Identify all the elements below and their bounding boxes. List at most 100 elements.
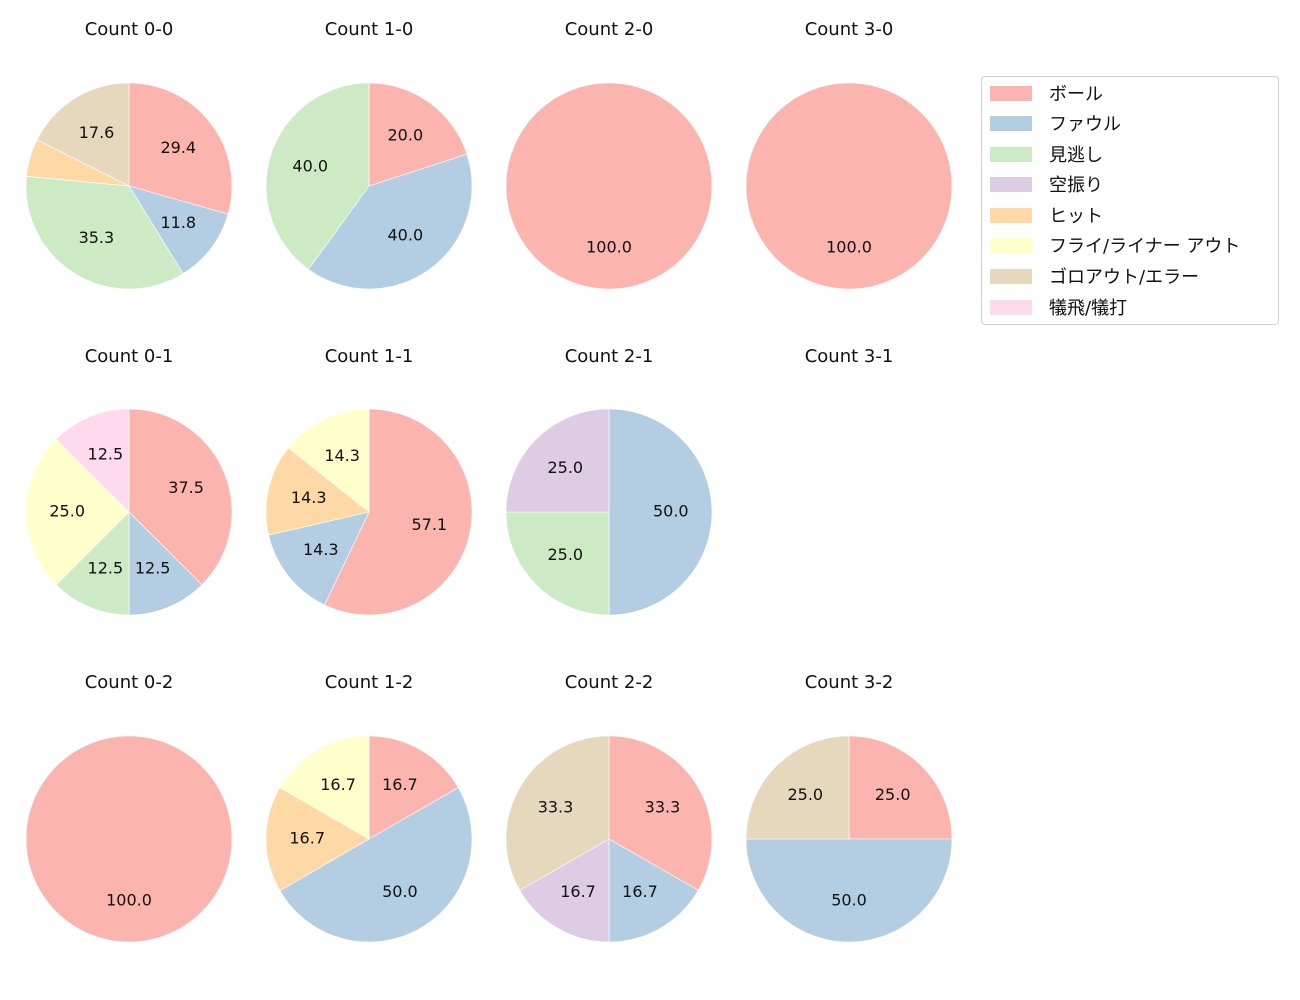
pie-slice	[848, 735, 953, 840]
legend-label: ファウル	[1049, 114, 1121, 135]
slice-label: 25.0	[547, 458, 583, 477]
pie-slice	[25, 438, 130, 586]
pie-title: Count 3-1	[805, 346, 894, 367]
pie-title: Count 2-1	[565, 346, 654, 367]
legend-item-sacrifice: 犠飛/犠打	[990, 295, 1127, 319]
pie-chart: Count 2-1 50.0 25.0 25.0	[505, 346, 713, 616]
slice-label: 25.0	[49, 502, 85, 521]
slice-label: 57.1	[411, 515, 447, 534]
pie-title: Count 2-0	[565, 19, 654, 40]
slice-label: 14.3	[291, 488, 327, 507]
pie-title: Count 1-2	[325, 672, 414, 693]
pie-slice	[324, 408, 473, 616]
pie-slice	[368, 735, 459, 840]
pie-slice	[55, 511, 130, 616]
slice-label: 100.0	[586, 237, 632, 256]
pie-slice	[279, 735, 370, 840]
pie-slice	[25, 175, 184, 290]
pie-slice	[745, 838, 953, 943]
pie-slice	[268, 511, 370, 606]
pie-title: Count 3-2	[805, 672, 894, 693]
pie-chart: Count 3-2 25.0 50.0 25.0	[745, 672, 953, 943]
slice-label: 12.5	[135, 559, 171, 578]
pie-slice	[25, 735, 233, 943]
pie-chart: Count 1-1 57.1 14.3 14.3 14.3	[265, 346, 473, 616]
pie-slice	[745, 82, 953, 290]
pie-title: Count 1-1	[325, 346, 414, 367]
pie-slice	[608, 408, 713, 616]
pie-slice	[265, 82, 370, 270]
legend: ボール ファウル 見逃し 空振り ヒット フライ/ライナー アウト ゴロアウト/…	[981, 76, 1279, 325]
slice-label: 25.0	[547, 545, 583, 564]
slice-label: 33.3	[645, 798, 681, 817]
slice-label: 50.0	[831, 890, 867, 909]
pie-title: Count 0-0	[85, 19, 174, 40]
pie-slice	[608, 735, 713, 891]
legend-swatch	[990, 146, 1032, 162]
pie-slice	[36, 82, 130, 187]
slice-label: 37.5	[168, 478, 204, 497]
slice-label: 25.0	[787, 785, 823, 804]
slice-label: 29.4	[160, 138, 196, 157]
pie-slice	[368, 82, 468, 187]
legend-item-called-strike: 見逃し	[990, 142, 1103, 166]
slice-label: 100.0	[106, 890, 152, 909]
slice-label: 25.0	[875, 785, 911, 804]
slice-label: 40.0	[292, 156, 328, 175]
legend-swatch	[990, 299, 1032, 315]
pie-title: Count 2-2	[565, 672, 654, 693]
slice-label: 35.3	[79, 228, 115, 247]
pie-slice	[128, 511, 203, 616]
legend-label: 空振り	[1049, 175, 1103, 196]
slice-label: 20.0	[388, 126, 424, 145]
legend-item-foul: ファウル	[990, 111, 1121, 135]
pie-slice	[505, 82, 713, 290]
legend-item-swinging-strike: 空振り	[990, 172, 1103, 196]
slice-label: 16.7	[382, 775, 418, 794]
pie-slice	[128, 408, 233, 586]
pie-chart: Count 1-2 16.7 50.0 16.7 16.7	[265, 672, 473, 943]
pie-slice	[519, 838, 610, 943]
pie-slice	[55, 408, 130, 513]
pie-slice	[505, 735, 610, 891]
legend-label: 見逃し	[1049, 145, 1103, 166]
pie-slice	[128, 82, 233, 215]
legend-label: ヒット	[1049, 206, 1103, 227]
pie-title: Count 0-1	[85, 346, 174, 367]
pie-slice	[308, 153, 473, 290]
pie-title: Count 3-0	[805, 19, 894, 40]
legend-label: ボール	[1049, 84, 1103, 105]
pie-chart: Count 1-0 20.0 40.0 40.0	[265, 19, 473, 290]
slice-label: 16.7	[622, 882, 658, 901]
slice-label: 16.7	[320, 775, 356, 794]
slice-label: 50.0	[653, 502, 689, 521]
slice-label: 12.5	[88, 559, 124, 578]
legend-item-ground-out-error: ゴロアウト/エラー	[990, 264, 1199, 288]
pie-slice	[745, 735, 850, 840]
slice-label: 14.3	[303, 540, 339, 559]
legend-label: フライ/ライナー アウト	[1049, 236, 1241, 257]
legend-label: ゴロアウト/エラー	[1049, 267, 1200, 288]
pie-slice	[128, 185, 229, 275]
slice-label: 17.6	[79, 123, 115, 142]
pie-slice	[505, 408, 610, 513]
pie-slice	[608, 838, 699, 943]
pie-chart: Count 2-0 100.0	[505, 19, 713, 290]
legend-swatch	[990, 207, 1032, 223]
slice-label: 11.8	[160, 213, 196, 232]
pie-slice	[505, 511, 610, 616]
pie-title: Count 1-0	[325, 19, 414, 40]
pie-chart: Count 3-0 100.0	[745, 19, 953, 290]
pie-chart: Count 3-1	[805, 346, 894, 367]
pie-slice	[279, 787, 473, 943]
slice-label: 12.5	[88, 444, 124, 463]
slice-label: 14.3	[324, 446, 360, 465]
pie-chart: Count 2-2 33.3 16.7 16.7 33.3	[505, 672, 713, 943]
legend-swatch	[990, 85, 1032, 101]
legend-item-ball: ボール	[990, 81, 1103, 105]
pie-slice	[287, 408, 370, 513]
legend-item-hit: ヒット	[990, 203, 1103, 227]
legend-swatch	[990, 268, 1032, 284]
pie-chart: Count 0-1 37.5 12.5 12.5 25.0 12.5	[25, 346, 233, 616]
